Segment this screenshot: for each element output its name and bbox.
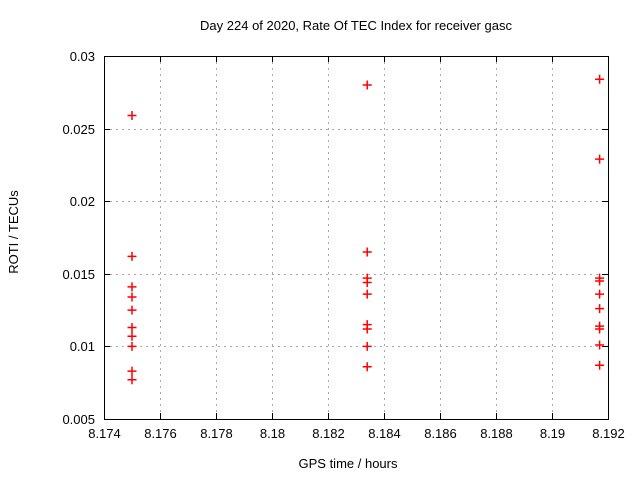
x-tick-label: 8.188 (480, 426, 513, 441)
y-tick-label: 0.015 (62, 267, 95, 282)
data-point-marker (127, 375, 137, 385)
y-tick-label: 0.01 (70, 339, 95, 354)
data-point-marker (595, 340, 605, 350)
data-point-marker (595, 324, 605, 334)
y-tick-label: 0.02 (70, 194, 95, 209)
data-point-marker (127, 282, 137, 292)
x-tick-label: 8.176 (144, 426, 177, 441)
data-point-marker (595, 154, 605, 164)
plot-border (104, 56, 609, 420)
data-point-marker (362, 324, 372, 334)
data-point-marker (127, 292, 137, 302)
x-tick-label: 8.192 (592, 426, 625, 441)
x-tick-label: 8.174 (88, 426, 121, 441)
data-point-marker (127, 366, 137, 376)
data-point-marker (362, 289, 372, 299)
x-axis-label: GPS time / hours (298, 456, 398, 471)
x-tick-label: 8.186 (424, 426, 457, 441)
data-point-marker (362, 362, 372, 372)
y-tick-label: 0.03 (70, 49, 95, 64)
data-point-marker (595, 276, 605, 286)
x-tick-label: 8.178 (200, 426, 233, 441)
data-point-marker (362, 278, 372, 288)
x-tick-label: 8.182 (312, 426, 345, 441)
data-point-marker (127, 305, 137, 315)
data-point-marker (127, 331, 137, 341)
chart-title: Day 224 of 2020, Rate Of TEC Index for r… (200, 18, 512, 33)
data-point-marker (595, 74, 605, 84)
x-tick-label: 8.18 (260, 426, 285, 441)
data-point-marker (127, 341, 137, 351)
data-point-marker (595, 304, 605, 314)
data-point-marker (127, 323, 137, 333)
data-point-marker (127, 251, 137, 261)
data-point-marker (362, 247, 372, 257)
x-tick-label: 8.184 (368, 426, 401, 441)
data-point-marker (595, 360, 605, 370)
y-tick-label: 0.025 (62, 122, 95, 137)
data-point-marker (362, 341, 372, 351)
data-point-marker (595, 289, 605, 299)
data-point-marker (362, 80, 372, 90)
y-tick-label: 0.005 (62, 412, 95, 427)
data-point-marker (127, 111, 137, 121)
x-tick-label: 8.19 (540, 426, 565, 441)
